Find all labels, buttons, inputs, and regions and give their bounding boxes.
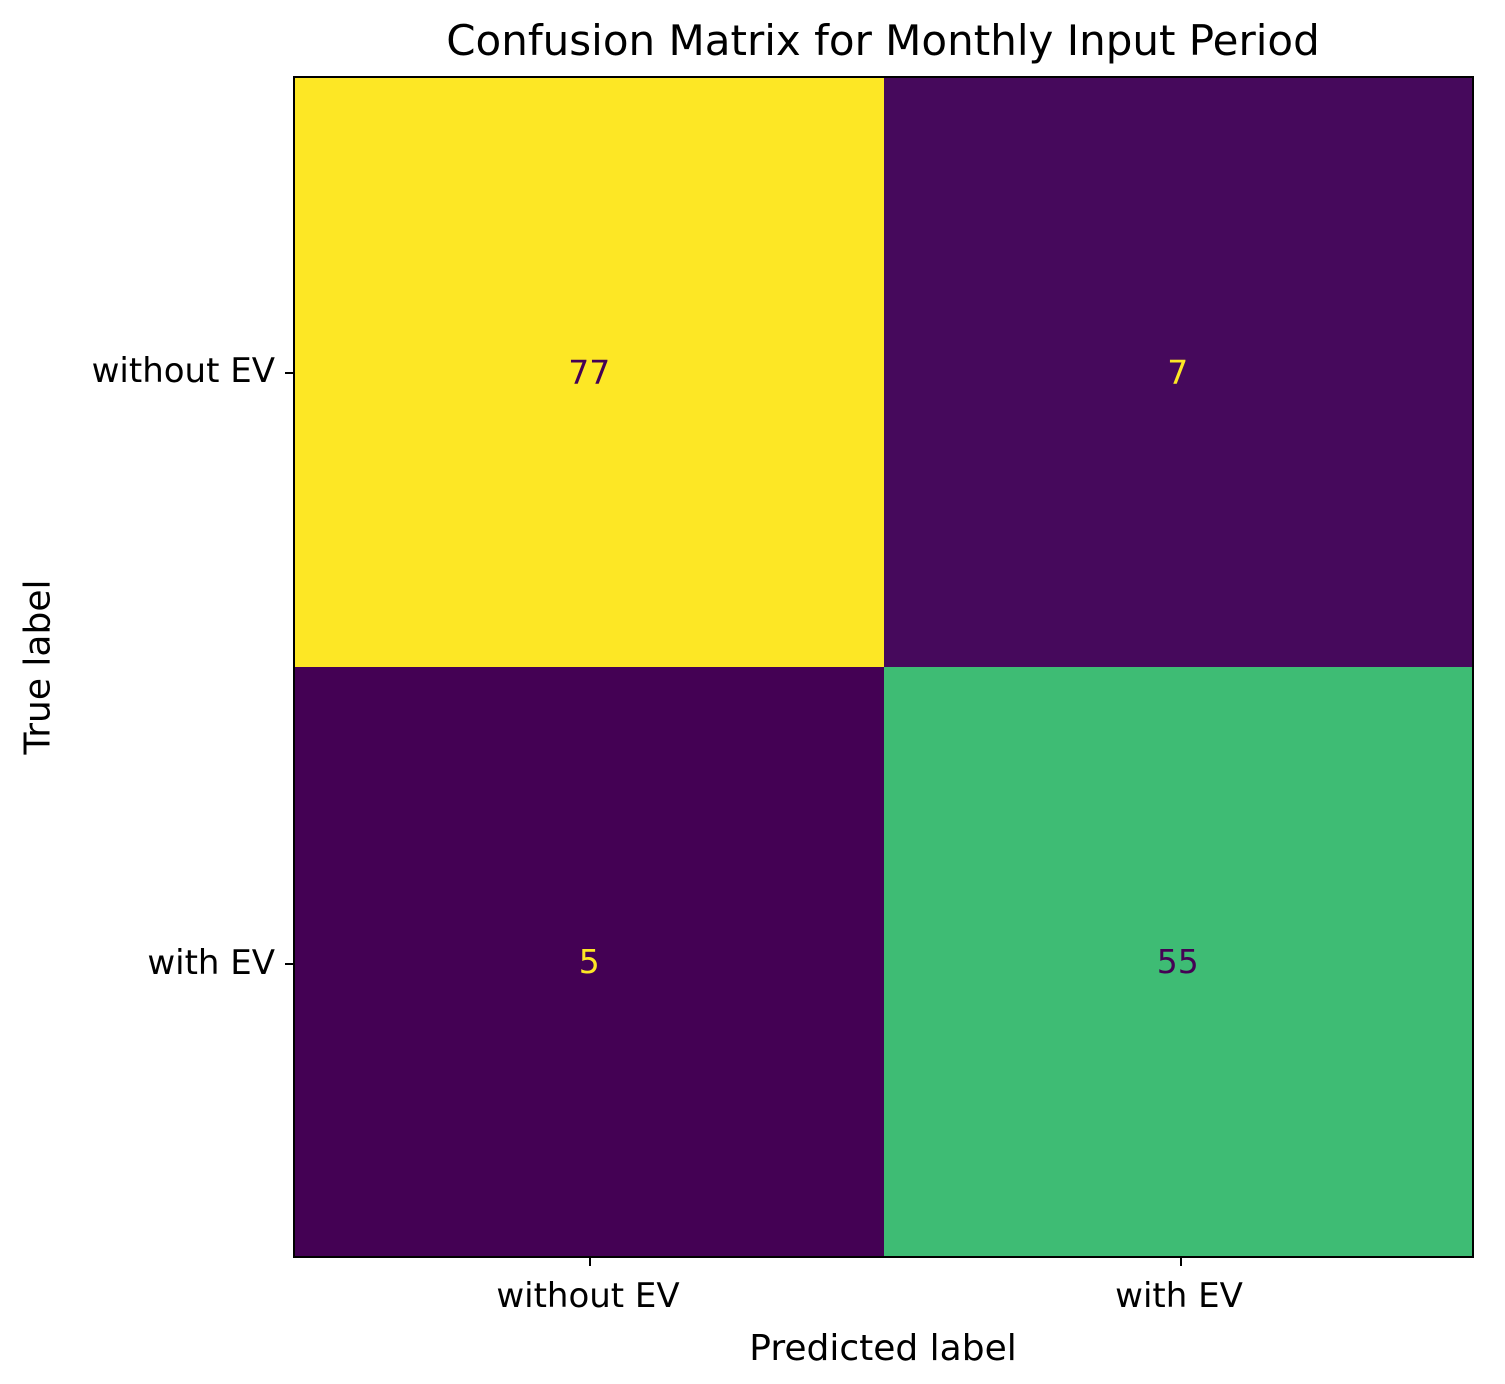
matrix-cell-true-without-pred-with: 7 bbox=[883, 78, 1472, 667]
cell-value-false-negative: 5 bbox=[578, 942, 600, 981]
x-tick-label-without-ev: without EV bbox=[496, 1276, 680, 1316]
cell-value-true-positive: 55 bbox=[1156, 942, 1199, 981]
plot-area: 77 7 5 55 bbox=[285, 76, 1474, 1266]
matrix-cell-true-without-pred-without: 77 bbox=[295, 78, 884, 667]
x-tick-mark-col1 bbox=[589, 1258, 591, 1266]
x-tick-mark-col2 bbox=[1180, 1258, 1182, 1266]
x-tick-label-with-ev: with EV bbox=[1115, 1276, 1243, 1316]
matrix-cell-true-with-pred-with: 55 bbox=[883, 667, 1472, 1256]
y-tick-label-without-ev: without EV bbox=[91, 351, 275, 391]
cell-value-false-positive: 7 bbox=[1167, 353, 1189, 392]
matrix-cell-true-with-pred-without: 5 bbox=[295, 667, 884, 1256]
cell-value-true-negative: 77 bbox=[568, 353, 611, 392]
y-tick-mark-row1 bbox=[285, 372, 293, 374]
y-tick-label-with-ev: with EV bbox=[147, 943, 275, 983]
chart-title: Confusion Matrix for Monthly Input Perio… bbox=[446, 16, 1320, 65]
y-tick-mark-row2 bbox=[285, 963, 293, 965]
y-axis-label: True label bbox=[17, 579, 59, 755]
x-axis-label: Predicted label bbox=[749, 1328, 1017, 1369]
